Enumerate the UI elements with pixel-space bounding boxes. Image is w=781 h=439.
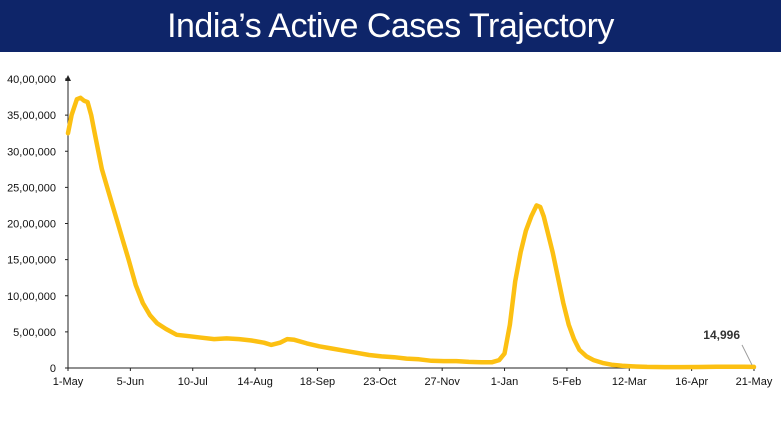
x-tick-label: 16-Apr (675, 376, 708, 388)
x-tick-label: 21-May (736, 376, 773, 388)
y-tick-label: 25,00,000 (7, 182, 56, 194)
y-tick-label: 10,00,000 (7, 291, 56, 303)
annotation-leader (741, 344, 753, 366)
y-tick-label: 0 (50, 363, 56, 375)
y-tick-label: 40,00,000 (7, 74, 56, 86)
x-tick-label: 1-Jan (491, 376, 519, 388)
y-tick-label: 20,00,000 (7, 219, 56, 231)
x-tick-label: 27-Nov (424, 376, 460, 388)
chart-title: India’s Active Cases Trajectory (167, 6, 614, 45)
x-tick-label: 12-Mar (612, 376, 647, 388)
y-axis-arrow (65, 75, 71, 81)
x-tick-label: 14-Aug (237, 376, 272, 388)
y-tick-label: 15,00,000 (7, 255, 56, 267)
x-tick-label: 5-Feb (553, 376, 582, 388)
annotation-last-value: 14,996 (703, 328, 740, 342)
x-tick-label: 1-May (53, 376, 84, 388)
y-tick-label: 5,00,000 (13, 327, 56, 339)
x-tick-label: 10-Jul (178, 376, 208, 388)
title-banner: India’s Active Cases Trajectory (0, 0, 781, 52)
y-tick-label: 35,00,000 (7, 110, 56, 122)
x-tick-label: 5-Jun (117, 376, 145, 388)
active-cases-line (65, 95, 757, 370)
x-tick-label: 23-Oct (363, 376, 396, 388)
y-tick-label: 30,00,000 (7, 146, 56, 158)
x-tick-label: 18-Sep (300, 376, 335, 388)
